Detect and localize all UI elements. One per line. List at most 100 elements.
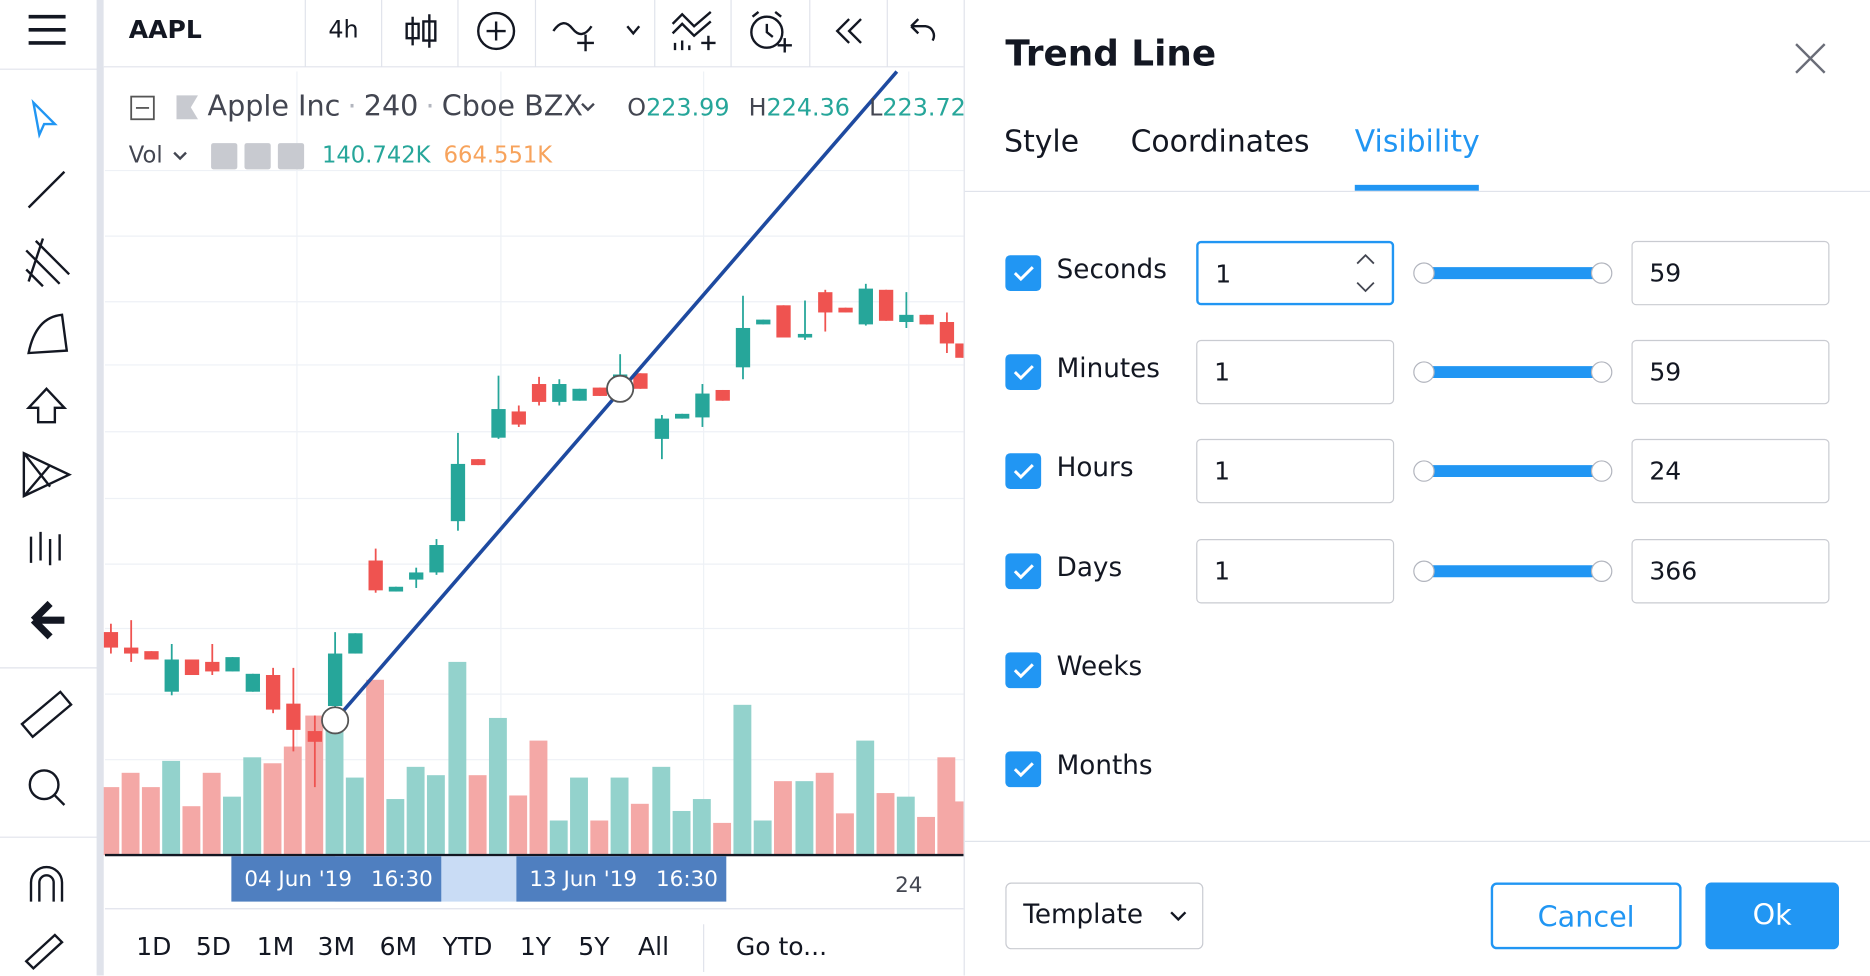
compare[interactable] xyxy=(477,11,516,51)
volume-bar xyxy=(101,787,120,856)
range-knob[interactable] xyxy=(1413,262,1435,284)
to-input[interactable]: 24 xyxy=(1631,438,1830,504)
range-knob[interactable] xyxy=(1590,361,1613,383)
indicators[interactable] xyxy=(552,22,594,52)
cursor-tool[interactable] xyxy=(31,99,58,139)
checkbox[interactable] xyxy=(1005,553,1042,590)
checkbox[interactable] xyxy=(1005,255,1042,291)
candle-body xyxy=(838,307,853,313)
arrow-tool[interactable] xyxy=(25,387,68,424)
checkbox[interactable] xyxy=(1005,652,1042,689)
dropdown[interactable] xyxy=(626,25,641,36)
legend-separator: · xyxy=(348,88,357,122)
from-input[interactable]: 1 xyxy=(1196,240,1395,306)
lock-tool[interactable] xyxy=(24,933,64,971)
eye-button[interactable] xyxy=(211,143,238,170)
candle-body xyxy=(368,560,383,591)
range-knob[interactable] xyxy=(1590,262,1613,284)
trend-tool[interactable] xyxy=(27,170,66,209)
to-input[interactable]: 59 xyxy=(1631,339,1830,405)
to-input[interactable]: 59 xyxy=(1631,240,1830,306)
candle-body xyxy=(919,314,934,325)
checkbox[interactable] xyxy=(1005,354,1042,390)
range-button[interactable]: 6M xyxy=(380,932,418,961)
range-button[interactable]: All xyxy=(638,932,669,961)
menu-icon[interactable] xyxy=(28,14,66,45)
dropdown xyxy=(1170,911,1187,922)
volume-bar xyxy=(795,781,814,856)
spinner[interactable] xyxy=(1354,249,1378,301)
range-button[interactable]: 1D xyxy=(136,932,171,961)
interval[interactable]: 4h xyxy=(328,16,358,44)
flag[interactable] xyxy=(176,95,198,120)
collapse-button[interactable] xyxy=(130,95,155,121)
range-knob[interactable] xyxy=(1590,560,1613,582)
tab[interactable]: Coordinates xyxy=(1130,124,1310,159)
template-button[interactable]: Template xyxy=(1005,882,1204,950)
ok-button[interactable]: Ok xyxy=(1705,882,1839,950)
range-button[interactable]: 5D xyxy=(196,932,231,961)
dialog-title: Trend Line xyxy=(1005,33,1217,76)
magnet-tool[interactable] xyxy=(29,865,64,902)
volume-bar xyxy=(652,766,671,856)
back-icon[interactable] xyxy=(30,600,65,640)
tab[interactable]: Style xyxy=(1004,124,1080,159)
range-button[interactable]: 3M xyxy=(318,932,356,961)
dropdown[interactable] xyxy=(581,102,595,112)
range-button[interactable]: 1Y xyxy=(520,932,552,961)
legend-name: Apple Inc xyxy=(208,88,341,122)
forecast-tool[interactable] xyxy=(29,531,61,566)
zoom-tool[interactable] xyxy=(28,769,60,801)
range-button[interactable]: 5Y xyxy=(578,932,610,961)
volume-bar xyxy=(856,740,875,856)
goto-button[interactable]: Go to... xyxy=(736,932,827,961)
settings-button[interactable] xyxy=(244,143,271,170)
candle-body xyxy=(511,411,526,425)
symbol[interactable]: AAPL xyxy=(129,15,202,44)
undo[interactable] xyxy=(910,18,936,42)
range-knob[interactable] xyxy=(1413,460,1435,482)
row-label: Hours xyxy=(1056,453,1134,484)
trend-handle[interactable] xyxy=(321,706,350,735)
trend-handle[interactable] xyxy=(606,374,635,403)
from-input[interactable]: 1 xyxy=(1196,339,1395,405)
legend-exchange[interactable]: Cboe BZX xyxy=(442,88,583,122)
alert[interactable] xyxy=(750,15,784,49)
candle-body xyxy=(245,673,260,692)
replay[interactable] xyxy=(835,18,862,44)
checkbox[interactable] xyxy=(1005,453,1042,489)
pattern-tool[interactable] xyxy=(22,451,72,499)
dropdown[interactable] xyxy=(173,151,187,161)
volume-bar xyxy=(345,777,364,856)
time-label: 24 xyxy=(895,873,922,898)
close-button[interactable] xyxy=(1792,41,1828,77)
candle-body xyxy=(144,651,159,660)
volume-bar xyxy=(325,727,344,856)
dialog: Trend Line Style Coordinates Visibility … xyxy=(963,0,1870,976)
chart-type[interactable] xyxy=(405,14,437,48)
range-knob[interactable] xyxy=(1590,460,1613,482)
tool-icons xyxy=(22,170,72,566)
ruler-tool[interactable] xyxy=(20,690,73,739)
range-knob[interactable] xyxy=(1413,361,1435,383)
to-input[interactable]: 366 xyxy=(1631,539,1830,604)
templates[interactable] xyxy=(671,11,716,51)
checkbox[interactable] xyxy=(1005,751,1042,788)
candle-body xyxy=(858,288,873,325)
from-input[interactable]: 1 xyxy=(1196,539,1395,604)
shape-tool[interactable] xyxy=(27,313,69,355)
range-knob[interactable] xyxy=(1413,560,1435,582)
row-label: Weeks xyxy=(1056,652,1143,683)
tab-active[interactable]: Visibility xyxy=(1354,124,1480,159)
candle-body xyxy=(471,459,486,466)
candle-body xyxy=(348,633,363,654)
candle-body xyxy=(409,572,424,580)
range-button[interactable]: YTD xyxy=(442,932,493,961)
fib-tool[interactable] xyxy=(25,238,71,288)
from-input[interactable]: 1 xyxy=(1196,438,1395,504)
range-button[interactable]: 1M xyxy=(257,932,295,961)
remove-button[interactable] xyxy=(277,143,305,170)
vol-label: Vol xyxy=(129,143,163,169)
cancel-button[interactable]: Cancel xyxy=(1490,882,1682,950)
vol-ma-value: 664.551K xyxy=(444,143,554,169)
